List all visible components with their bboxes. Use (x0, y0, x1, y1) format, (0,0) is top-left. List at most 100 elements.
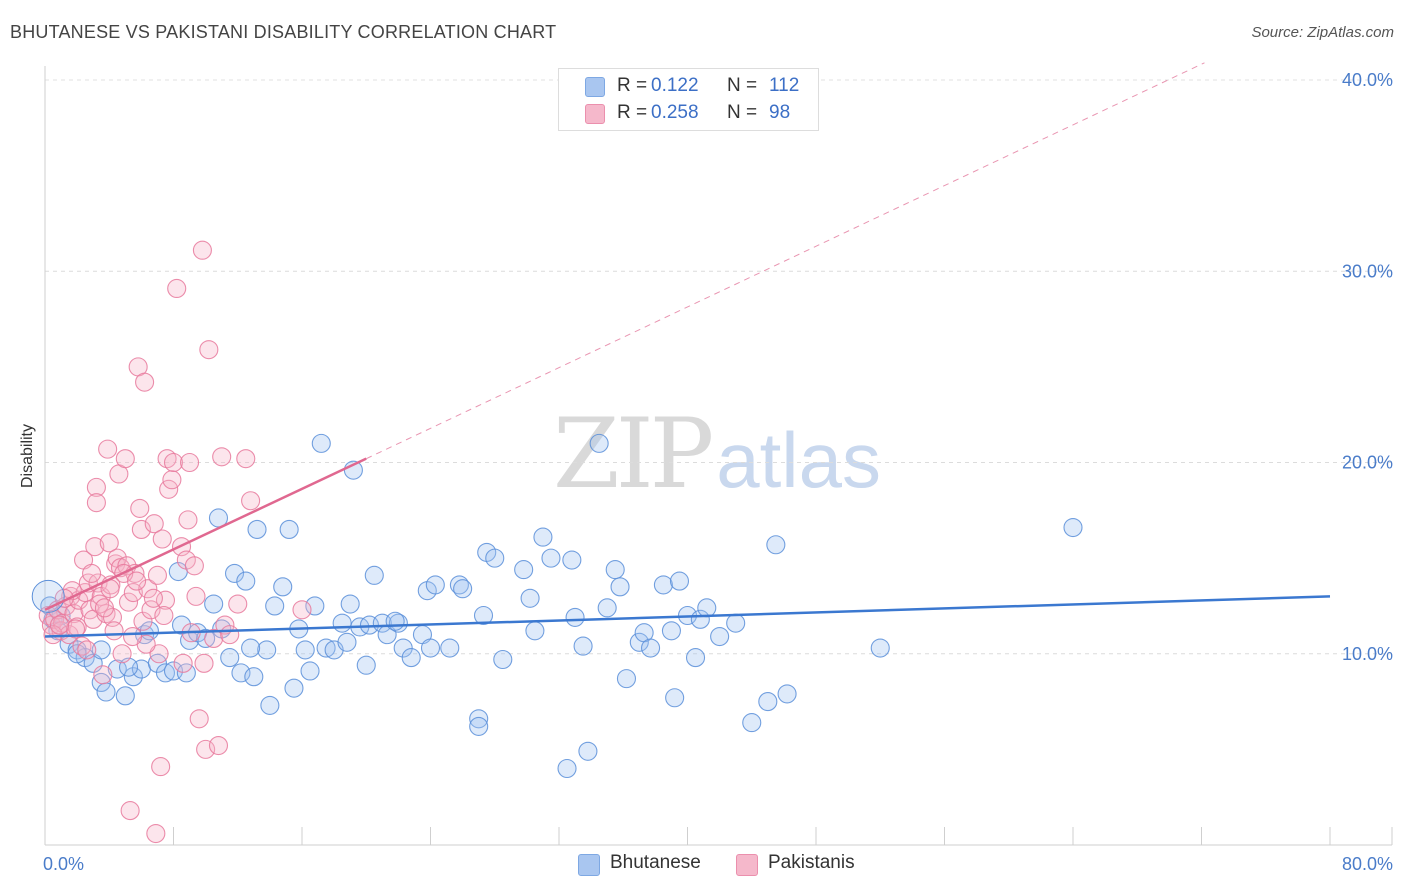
data-point (562, 550, 582, 570)
data-point (138, 579, 158, 599)
data-point (469, 709, 489, 729)
data-point (91, 640, 111, 660)
data-point (85, 537, 105, 557)
data-point (661, 621, 681, 641)
x-tick-label: 0.0% (43, 854, 84, 874)
data-point (135, 372, 155, 392)
data-point (118, 592, 139, 612)
data-point (154, 605, 174, 626)
source-label: Source: ZipAtlas.com (1251, 24, 1394, 41)
data-point (224, 563, 245, 583)
data-point (449, 575, 469, 595)
y-tick-label: 10.0% (1342, 644, 1393, 664)
trend-line-pakistanis (44, 457, 367, 611)
data-point (578, 741, 598, 761)
watermark-zip: ZIP (553, 398, 714, 510)
data-point (257, 640, 277, 660)
legend-n-label: N = (727, 102, 758, 123)
data-point (533, 527, 553, 547)
data-point (82, 563, 102, 583)
data-point (228, 594, 248, 614)
data-point (401, 648, 421, 668)
data-point (43, 625, 63, 645)
data-point (204, 594, 224, 614)
data-point (186, 586, 206, 606)
legend-r-label: R = (617, 75, 648, 96)
data-points (31, 240, 1083, 844)
data-point (220, 625, 240, 645)
data-point (356, 655, 376, 675)
y-tick-label: 30.0% (1342, 261, 1393, 281)
data-point (173, 653, 193, 673)
data-point (162, 470, 182, 490)
data-point (77, 640, 97, 660)
watermark-atlas: atlas (716, 416, 881, 504)
legend-n-value: 98 (769, 102, 791, 123)
legend-r-label: R = (617, 102, 648, 123)
data-point (93, 665, 113, 685)
axes (44, 66, 1393, 846)
data-point (364, 565, 384, 585)
data-point (605, 560, 625, 580)
data-point (300, 661, 320, 681)
data-point (99, 533, 119, 553)
data-point (247, 519, 267, 539)
data-point (388, 613, 408, 633)
data-point (473, 605, 494, 626)
data-point (777, 684, 797, 704)
data-point (265, 596, 285, 616)
data-point (131, 519, 151, 539)
bottom-legend-swatch-pakistanis (736, 854, 758, 876)
data-point (514, 560, 534, 580)
data-point (305, 596, 325, 616)
data-point (151, 757, 171, 777)
data-point (130, 498, 150, 518)
data-point (653, 575, 673, 595)
legend-n-value: 112 (769, 75, 800, 96)
trend-line-bhutanese (44, 595, 1331, 638)
data-point (196, 739, 216, 759)
y-tick-label: 20.0% (1342, 453, 1393, 473)
data-point (86, 493, 106, 513)
data-point (273, 577, 293, 597)
tick-labels: 10.0% 20.0% 30.0% 40.0% 0.0% 80.0% (43, 70, 1393, 874)
data-point (146, 823, 166, 844)
data-point (279, 519, 299, 539)
bottom-legend-label-bhutanese: Bhutanese (610, 852, 701, 873)
legend-box: R = 0.122 N = 112 R = 0.258 N = 98 (558, 68, 819, 131)
data-point (685, 648, 706, 668)
data-point (149, 644, 169, 664)
data-point (469, 716, 489, 736)
data-point (155, 590, 176, 610)
data-point (597, 598, 617, 618)
data-point (589, 433, 609, 453)
data-point (485, 548, 505, 568)
series-pakistanis (38, 240, 312, 844)
data-point (192, 240, 212, 260)
data-point (194, 653, 214, 673)
legend-n-label: N = (727, 75, 758, 96)
data-point (115, 686, 135, 706)
data-point (115, 449, 135, 469)
data-point (236, 571, 256, 591)
grid (45, 79, 1392, 655)
data-point (332, 613, 352, 633)
data-point (96, 682, 116, 702)
data-point (742, 713, 762, 733)
data-point (520, 588, 540, 608)
data-point (123, 582, 143, 603)
data-point (616, 669, 637, 689)
data-point (204, 628, 224, 649)
data-point (525, 621, 545, 641)
data-point (94, 598, 114, 618)
data-point (189, 709, 209, 729)
data-point (163, 452, 184, 473)
data-point (425, 575, 445, 595)
trend-extension-pakistanis (366, 62, 1205, 460)
data-point (557, 758, 577, 779)
data-point (199, 340, 219, 360)
data-point (180, 452, 200, 473)
series-bhutanese (40, 433, 1083, 779)
data-point (91, 672, 111, 692)
data-point (870, 638, 890, 658)
